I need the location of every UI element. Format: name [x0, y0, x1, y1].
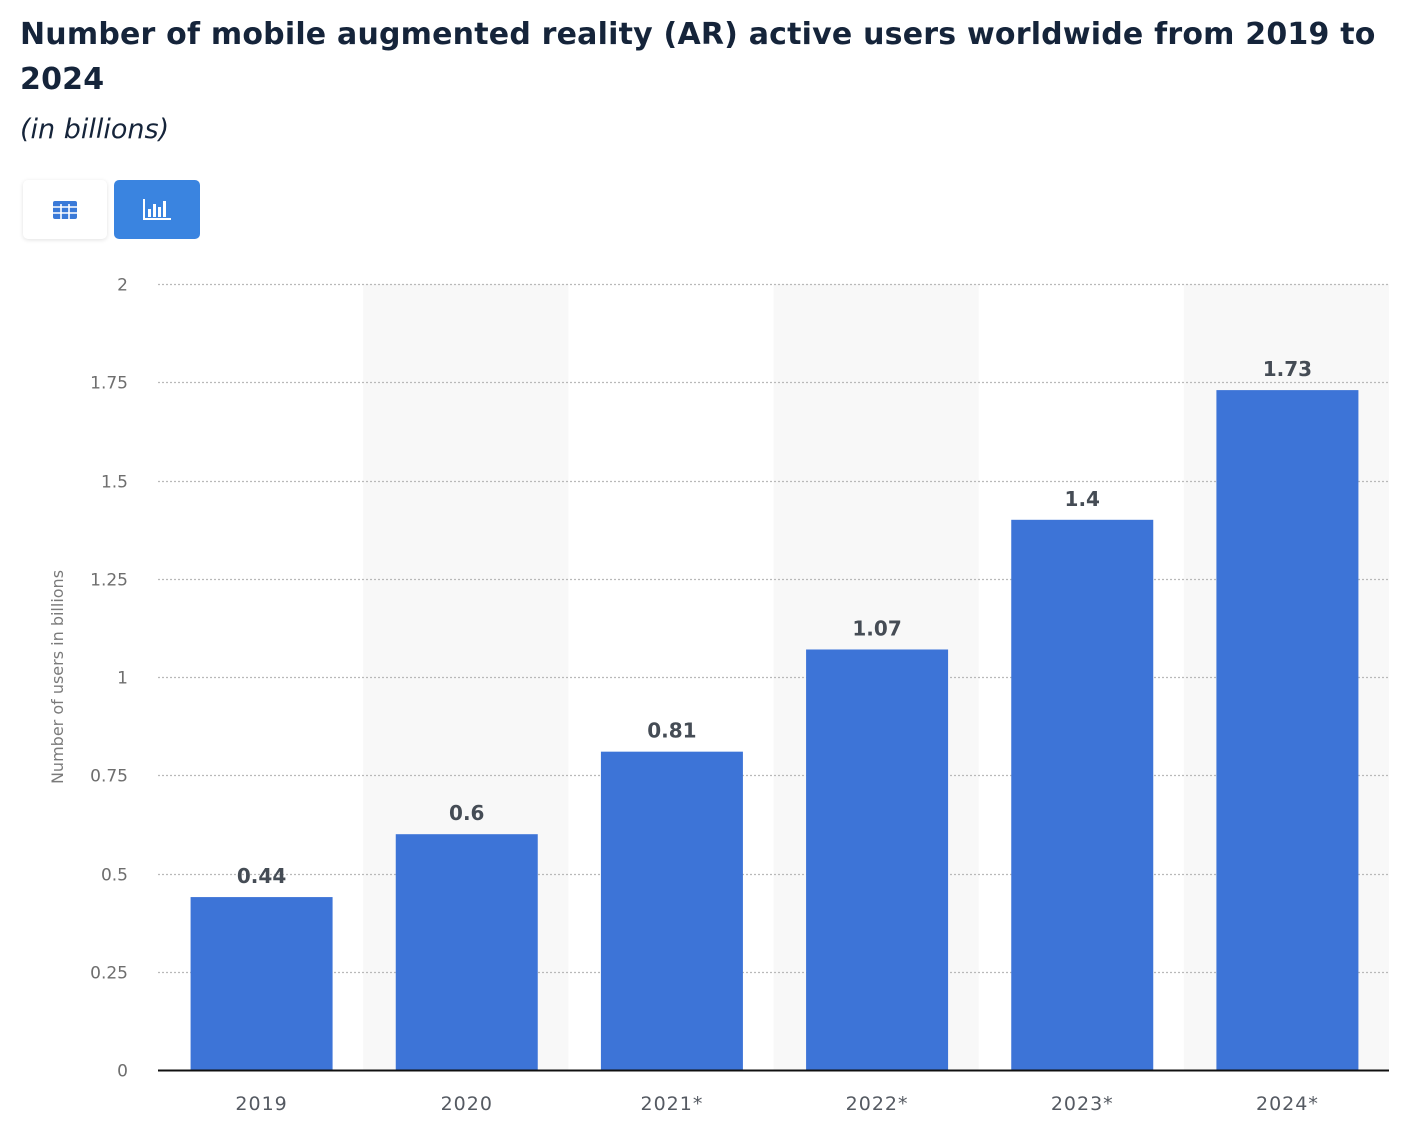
bar-value-label: 0.6 — [449, 801, 484, 825]
y-tick-label: 1.25 — [90, 571, 128, 591]
y-tick-label: 0.25 — [90, 964, 128, 984]
x-tick-label: 2022* — [846, 1093, 909, 1115]
x-tick-label: 2023* — [1051, 1093, 1114, 1115]
y-tick-label: 1 — [117, 669, 128, 689]
x-tick-label: 2024* — [1256, 1093, 1319, 1115]
bar-2023[interactable] — [1011, 519, 1154, 1070]
bar-value-label: 1.4 — [1065, 487, 1100, 511]
y-tick-label: 2 — [117, 276, 128, 296]
y-axis-title: Number of users in billions — [48, 570, 67, 784]
bar-2020[interactable] — [395, 834, 538, 1070]
chart-title: Number of mobile augmented reality (AR) … — [20, 17, 1376, 97]
y-tick-label: 0 — [117, 1062, 128, 1082]
table-icon — [52, 200, 78, 220]
bar-value-label: 0.81 — [647, 719, 696, 743]
y-tick-label: 1.5 — [101, 473, 128, 493]
bar-value-label: 0.44 — [237, 864, 286, 888]
chart-view-button[interactable] — [114, 180, 200, 239]
bar-2022[interactable] — [806, 649, 949, 1070]
x-tick-label: 2019 — [235, 1093, 287, 1115]
y-tick-label: 0.75 — [90, 767, 128, 787]
x-tick-label: 2021* — [640, 1093, 703, 1115]
bar-2021[interactable] — [600, 751, 743, 1070]
table-view-button[interactable] — [23, 180, 107, 239]
chart-subtitle: (in billions) — [20, 114, 170, 145]
bar-value-label: 1.07 — [852, 616, 901, 640]
bar-value-label: 1.73 — [1263, 357, 1312, 381]
x-tick-label: 2020 — [441, 1093, 493, 1115]
bar-2024[interactable] — [1216, 390, 1359, 1070]
y-tick-label: 0.5 — [101, 866, 128, 886]
bar-chart-icon — [142, 198, 172, 222]
bar-2019[interactable] — [190, 897, 333, 1070]
y-tick-label: 1.75 — [90, 374, 128, 394]
